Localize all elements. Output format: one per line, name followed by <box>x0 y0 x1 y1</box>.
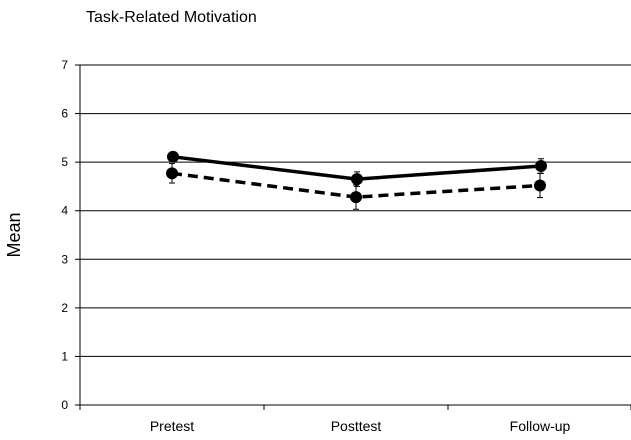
y-tick-label: 0 <box>61 398 68 412</box>
data-point <box>350 191 362 204</box>
data-point <box>351 173 363 186</box>
axes <box>75 64 631 410</box>
data-point <box>167 150 179 163</box>
data-point <box>534 179 546 192</box>
y-tick-label: 3 <box>61 252 68 266</box>
y-tick-label: 1 <box>61 349 68 363</box>
y-tick-label: 5 <box>61 155 68 169</box>
x-category-label: Pretest <box>150 418 194 434</box>
y-tick-label: 4 <box>61 204 68 218</box>
data-point <box>535 160 547 173</box>
y-tick-label: 7 <box>61 58 68 72</box>
x-category-label: Posttest <box>331 418 382 434</box>
chart-title: Task-Related Motivation <box>86 9 257 26</box>
y-tick-label: 6 <box>61 107 68 121</box>
x-category-label: Follow-up <box>510 418 571 434</box>
y-axis-label: Mean <box>4 212 24 257</box>
gridlines <box>80 64 631 357</box>
x-category-labels: Pretest Posttest Follow-up <box>150 418 571 434</box>
series-solid <box>167 150 547 187</box>
series-layer <box>166 150 547 210</box>
data-point <box>166 167 178 180</box>
y-tick-labels: 0 1 2 3 4 5 6 7 <box>61 58 68 412</box>
series-dashed <box>166 163 546 210</box>
y-tick-label: 2 <box>61 301 68 315</box>
